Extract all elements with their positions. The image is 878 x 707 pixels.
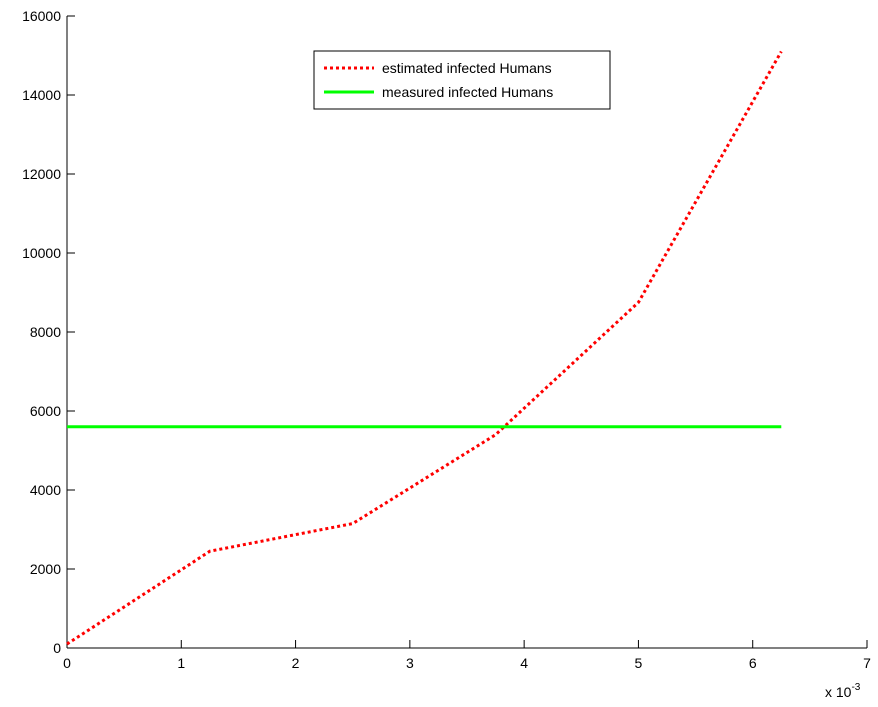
y-tick-label: 0: [53, 640, 61, 656]
legend-label-estimated: estimated infected Humans: [382, 60, 552, 76]
x-tick-label: 7: [863, 655, 871, 671]
series-layer: [66, 50, 783, 646]
series-line-estimated: [66, 50, 783, 646]
legend: estimated infected Humans measured infect…: [313, 50, 611, 110]
x-tick-label: 1: [177, 655, 185, 671]
x-tick-label: 2: [292, 655, 300, 671]
y-tick-label: 2000: [30, 561, 61, 577]
y-tick-label: 10000: [22, 245, 61, 261]
y-tick-label: 14000: [22, 87, 61, 103]
y-tick-label: 12000: [22, 166, 61, 182]
y-ticks: 0 2000 4000 6000 8000 10000 12000 14000 16000: [22, 8, 75, 656]
y-tick-label: 4000: [30, 482, 61, 498]
y-tick-label: 16000: [22, 8, 61, 24]
legend-box: [313, 50, 611, 110]
x-tick-label: 3: [406, 655, 414, 671]
x-multiplier-exponent: -3: [851, 682, 860, 693]
x-ticks: 0 1 2 3 4 5 6 7: [63, 640, 871, 671]
legend-label-measured: measured infected Humans: [382, 84, 553, 100]
x-axis-multiplier: x 10-3: [825, 682, 861, 700]
y-tick-label: 6000: [30, 403, 61, 419]
x-tick-label: 6: [749, 655, 757, 671]
x-multiplier-base: x 10: [825, 684, 852, 700]
x-tick-label: 0: [63, 655, 71, 671]
x-tick-label: 5: [635, 655, 643, 671]
y-tick-label: 8000: [30, 324, 61, 340]
x-tick-label: 4: [520, 655, 528, 671]
